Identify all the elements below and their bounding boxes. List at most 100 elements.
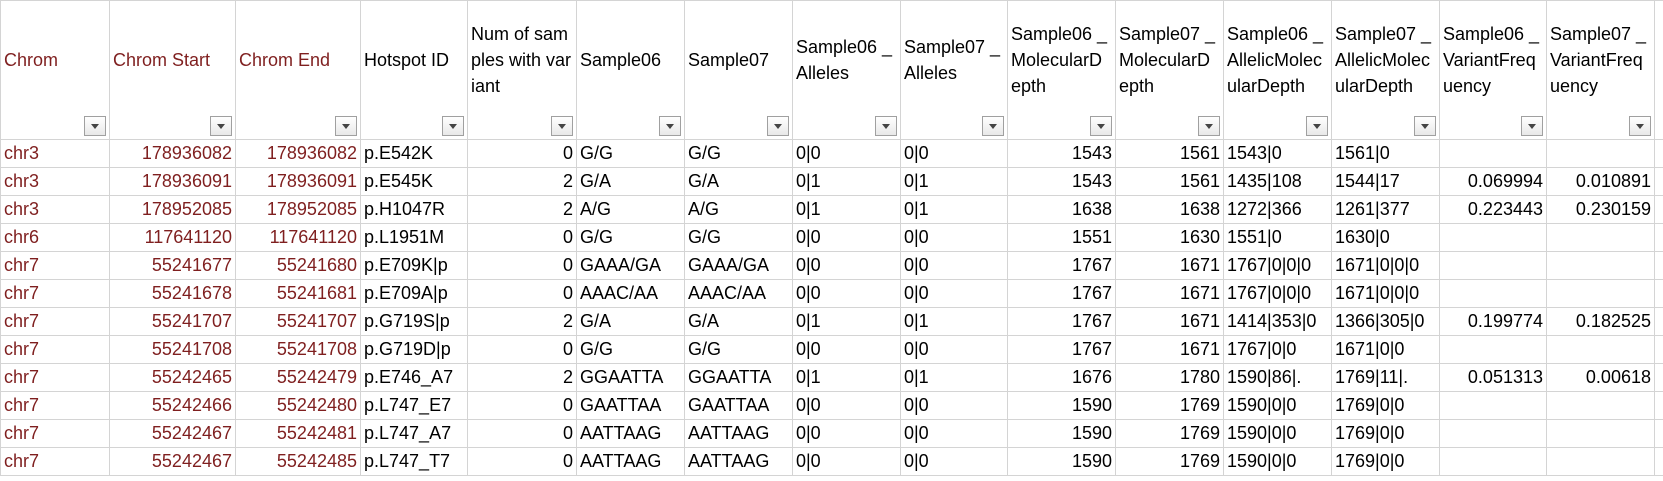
cell[interactable]: chr6 — [0, 223, 110, 252]
cell[interactable]: 0|1 — [792, 307, 901, 336]
cell[interactable]: 1590 — [1007, 447, 1116, 476]
cell[interactable]: 1767 — [1007, 307, 1116, 336]
cell[interactable]: 55242479 — [235, 363, 361, 392]
cell[interactable]: 55242481 — [235, 419, 361, 448]
cell[interactable]: p.E709A|p — [360, 279, 468, 308]
cell[interactable]: 0 — [467, 139, 577, 168]
cell[interactable]: p.E545K — [360, 167, 468, 196]
cell[interactable]: 2 — [467, 363, 577, 392]
cell[interactable]: 0|0 — [792, 419, 901, 448]
cell[interactable]: 0 — [467, 279, 577, 308]
cell[interactable] — [1546, 335, 1655, 364]
cell[interactable]: 1414|353|0 — [1223, 307, 1332, 336]
cell[interactable]: 178952085 — [235, 195, 361, 224]
cell[interactable]: chr7 — [0, 419, 110, 448]
cell[interactable]: 1671 — [1115, 279, 1224, 308]
cell[interactable]: 0|0 — [792, 223, 901, 252]
cell[interactable]: 0|0 — [900, 391, 1008, 420]
cell[interactable]: 1769|0|0 — [1331, 447, 1440, 476]
cell[interactable]: 1671 — [1115, 251, 1224, 280]
cell[interactable]: chr3 — [0, 167, 110, 196]
cell[interactable]: chr7 — [0, 307, 110, 336]
cell[interactable]: A/G — [684, 195, 793, 224]
filter-button[interactable] — [1521, 116, 1543, 136]
cell[interactable]: chr7 — [0, 363, 110, 392]
cell[interactable]: G/G — [684, 139, 793, 168]
filter-button[interactable] — [982, 116, 1004, 136]
filter-button[interactable] — [875, 116, 897, 136]
cell[interactable]: 0|1 — [792, 363, 901, 392]
cell[interactable] — [1546, 251, 1655, 280]
cell[interactable]: G/A — [684, 167, 793, 196]
cell[interactable]: 0.00618 — [1546, 363, 1655, 392]
cell[interactable]: 1676 — [1007, 363, 1116, 392]
filter-button[interactable] — [442, 116, 464, 136]
cell[interactable]: AAAC/AA — [576, 279, 685, 308]
cell[interactable]: G/A — [684, 307, 793, 336]
cell[interactable]: 0.010891 — [1546, 167, 1655, 196]
filter-button[interactable] — [1090, 116, 1112, 136]
cell[interactable]: GAAA/GA — [576, 251, 685, 280]
cell[interactable]: 1590|0|0 — [1223, 447, 1332, 476]
cell[interactable]: 178936091 — [109, 167, 236, 196]
cell[interactable]: 1780 — [1115, 363, 1224, 392]
cell[interactable]: 1769 — [1115, 447, 1224, 476]
cell[interactable]: 55242485 — [235, 447, 361, 476]
cell[interactable]: 1590 — [1007, 391, 1116, 420]
cell[interactable]: 55242467 — [109, 447, 236, 476]
cell[interactable]: 0.069994 — [1439, 167, 1547, 196]
cell[interactable]: 1630|0 — [1331, 223, 1440, 252]
cell[interactable]: 0|0 — [792, 279, 901, 308]
cell[interactable]: 1366|305|0 — [1331, 307, 1440, 336]
cell[interactable]: AATTAAG — [576, 447, 685, 476]
cell[interactable]: p.E746_A7 — [360, 363, 468, 392]
cell[interactable] — [1546, 391, 1655, 420]
cell[interactable]: 178936082 — [109, 139, 236, 168]
cell[interactable]: chr3 — [0, 139, 110, 168]
cell[interactable]: AATTAAG — [576, 419, 685, 448]
filter-button[interactable] — [84, 116, 106, 136]
cell[interactable]: G/G — [576, 223, 685, 252]
cell[interactable]: A/G — [576, 195, 685, 224]
cell[interactable]: 117641120 — [235, 223, 361, 252]
cell[interactable]: 0 — [467, 391, 577, 420]
cell[interactable]: 0|1 — [900, 167, 1008, 196]
cell[interactable]: 0|1 — [900, 307, 1008, 336]
cell[interactable]: 0 — [467, 251, 577, 280]
cell[interactable]: 1561 — [1115, 139, 1224, 168]
cell[interactable]: 1544|17 — [1331, 167, 1440, 196]
cell[interactable]: GAATTAA — [684, 391, 793, 420]
cell[interactable]: p.G719D|p — [360, 335, 468, 364]
cell[interactable]: 1767|0|0|0 — [1223, 279, 1332, 308]
cell[interactable]: 1769|0|0 — [1331, 419, 1440, 448]
cell[interactable]: 1543 — [1007, 167, 1116, 196]
cell[interactable]: 0.051313 — [1439, 363, 1547, 392]
cell[interactable]: 0.182525 — [1546, 307, 1655, 336]
cell[interactable]: 1767|0|0|0 — [1223, 251, 1332, 280]
cell[interactable]: 0|1 — [792, 167, 901, 196]
cell[interactable]: 55241681 — [235, 279, 361, 308]
cell[interactable]: 1590 — [1007, 419, 1116, 448]
cell[interactable]: p.H1047R — [360, 195, 468, 224]
cell[interactable]: p.L1951M — [360, 223, 468, 252]
filter-button[interactable] — [767, 116, 789, 136]
cell[interactable]: 55241678 — [109, 279, 236, 308]
cell[interactable]: G/A — [576, 167, 685, 196]
filter-button[interactable] — [335, 116, 357, 136]
cell[interactable]: 55241677 — [109, 251, 236, 280]
cell[interactable]: 1590|86|. — [1223, 363, 1332, 392]
cell[interactable]: 0.230159 — [1546, 195, 1655, 224]
cell[interactable]: 1551|0 — [1223, 223, 1332, 252]
cell[interactable]: 0|0 — [900, 139, 1008, 168]
cell[interactable]: 1590|0|0 — [1223, 391, 1332, 420]
cell[interactable] — [1439, 251, 1547, 280]
cell[interactable]: 0 — [467, 223, 577, 252]
cell[interactable]: 1769|0|0 — [1331, 391, 1440, 420]
filter-button[interactable] — [1306, 116, 1328, 136]
cell[interactable]: 0 — [467, 335, 577, 364]
cell[interactable]: p.G719S|p — [360, 307, 468, 336]
cell[interactable]: 55242465 — [109, 363, 236, 392]
cell[interactable]: 1767 — [1007, 251, 1116, 280]
cell[interactable]: G/G — [684, 335, 793, 364]
cell[interactable]: 1272|366 — [1223, 195, 1332, 224]
